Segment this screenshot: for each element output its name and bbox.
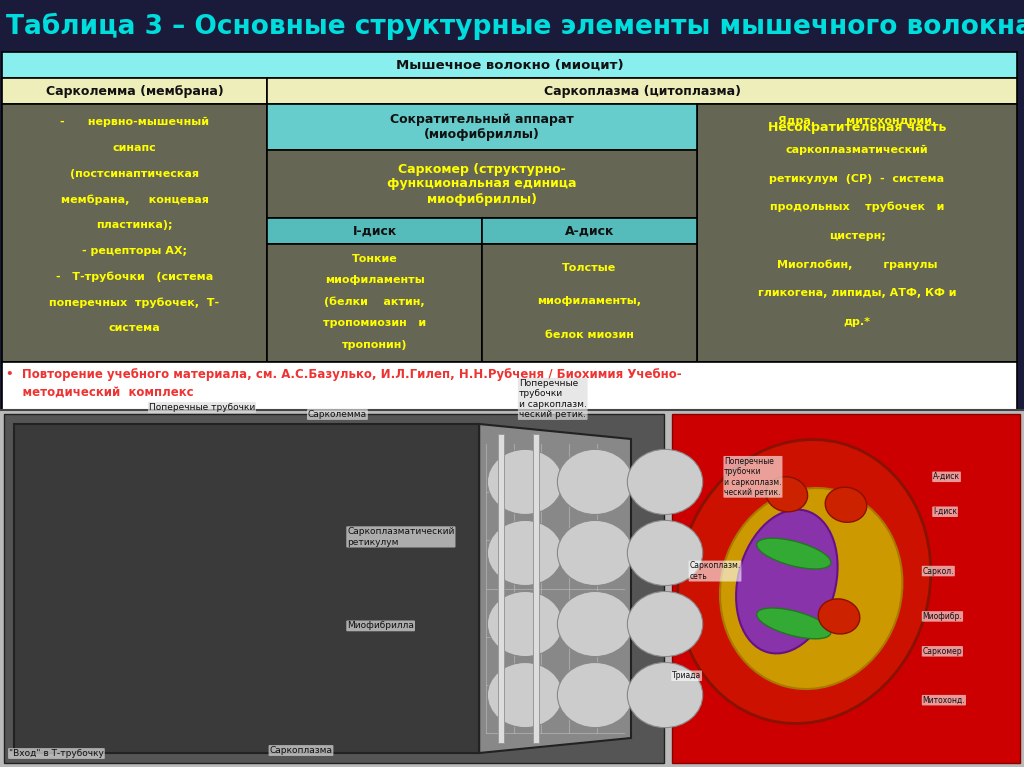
Bar <box>2 362 1017 410</box>
Text: саркоплазматический: саркоплазматический <box>785 145 929 155</box>
Text: Саркомер: Саркомер <box>923 647 963 656</box>
Bar <box>697 104 1017 362</box>
Bar <box>532 434 539 743</box>
Ellipse shape <box>557 449 633 515</box>
Text: Поперечные трубочки: Поперечные трубочки <box>148 403 255 412</box>
Text: белок миозин: белок миозин <box>545 330 634 340</box>
Text: -      нервно-мышечный: - нервно-мышечный <box>60 117 209 127</box>
Bar <box>2 104 267 362</box>
Text: Саркоплазм.
сеть: Саркоплазм. сеть <box>689 561 740 581</box>
Bar <box>672 414 1020 763</box>
Text: Мышечное волокно (миоцит): Мышечное волокно (миоцит) <box>395 58 624 71</box>
Bar <box>267 78 1017 104</box>
Text: I-диск: I-диск <box>352 225 396 238</box>
Bar <box>267 104 697 150</box>
Text: ретикулум  (СР)  -  система: ретикулум (СР) - система <box>769 173 944 183</box>
Ellipse shape <box>628 521 702 585</box>
Text: Митохонд.: Митохонд. <box>923 696 966 705</box>
Text: миофиламенты,: миофиламенты, <box>538 296 641 306</box>
Text: Поперечные
трубочки
и саркоплазм.
ческий ретик.: Поперечные трубочки и саркоплазм. ческий… <box>519 379 587 419</box>
Polygon shape <box>14 424 479 753</box>
Bar <box>4 414 664 763</box>
Text: -   Т-трубочки   (система: - Т-трубочки (система <box>56 272 213 282</box>
Text: "Вход" в Т-трубочку: "Вход" в Т-трубочку <box>9 749 103 758</box>
Text: Ядра,        митохондрии,: Ядра, митохондрии, <box>778 116 936 127</box>
Text: •  Повторение учебного материала, см. А.С.Базулько, И.Л.Гилеп, Н.Н.Рубченя / Био: • Повторение учебного материала, см. А.С… <box>6 368 682 381</box>
Text: Таблица 3 – Основные структурные элементы мышечного волокна: Таблица 3 – Основные структурные элемент… <box>6 12 1024 40</box>
Ellipse shape <box>736 509 838 653</box>
Ellipse shape <box>628 591 702 657</box>
Text: (постсинаптическая: (постсинаптическая <box>70 169 199 179</box>
Text: Несократительная часть: Несократительная часть <box>768 120 946 133</box>
Ellipse shape <box>818 599 860 634</box>
Text: Миофибр.: Миофибр. <box>923 612 963 621</box>
Text: Саркоплазма: Саркоплазма <box>269 746 333 755</box>
Ellipse shape <box>487 449 563 515</box>
Text: Тонкие: Тонкие <box>351 254 397 264</box>
Ellipse shape <box>766 477 808 512</box>
Text: Сократительный аппарат
(миофибриллы): Сократительный аппарат (миофибриллы) <box>390 113 573 141</box>
Bar <box>267 244 482 362</box>
Text: тропонин): тропонин) <box>342 340 408 350</box>
Text: Саркол.: Саркол. <box>923 567 954 575</box>
Bar <box>498 434 504 743</box>
Text: I-диск: I-диск <box>933 507 957 516</box>
Ellipse shape <box>628 663 702 728</box>
Bar <box>267 218 482 244</box>
Ellipse shape <box>487 591 563 657</box>
Ellipse shape <box>628 449 702 515</box>
Text: Саркоплазма (цитоплазма): Саркоплазма (цитоплазма) <box>544 84 740 97</box>
Ellipse shape <box>557 521 633 585</box>
Text: А-диск: А-диск <box>565 225 614 238</box>
Ellipse shape <box>678 439 931 723</box>
Text: тропомиозин   и: тропомиозин и <box>323 318 426 328</box>
Text: продольных    трубочек   и: продольных трубочек и <box>770 202 944 212</box>
Text: гликогена, липиды, АТФ, КФ и: гликогена, липиды, АТФ, КФ и <box>758 288 956 298</box>
Text: Сарколемма (мембрана): Сарколемма (мембрана) <box>46 84 223 97</box>
Ellipse shape <box>720 488 902 689</box>
Text: Толстые: Толстые <box>562 262 616 272</box>
Bar <box>482 218 697 244</box>
Text: - рецепторы АХ;: - рецепторы АХ; <box>82 246 187 256</box>
Ellipse shape <box>825 487 866 522</box>
Ellipse shape <box>487 521 563 585</box>
Text: поперечных  трубочек,  Т-: поперечных трубочек, Т- <box>49 298 219 308</box>
Ellipse shape <box>557 663 633 728</box>
Text: цистерн;: цистерн; <box>828 231 886 241</box>
Text: пластинка);: пластинка); <box>96 220 173 230</box>
Text: Миоглобин,        гранулы: Миоглобин, гранулы <box>777 259 937 270</box>
Text: Миофибрилла: Миофибрилла <box>347 621 414 630</box>
Ellipse shape <box>757 608 830 639</box>
Text: Триада: Триада <box>672 671 701 680</box>
Text: методический  комплекс: методический комплекс <box>6 386 194 399</box>
Ellipse shape <box>487 663 563 728</box>
Ellipse shape <box>557 591 633 657</box>
Ellipse shape <box>757 538 830 569</box>
Text: миофиламенты: миофиламенты <box>325 275 424 285</box>
Polygon shape <box>479 424 631 753</box>
Text: мембрана,     концевая: мембрана, концевая <box>60 194 209 205</box>
Text: А-диск: А-диск <box>933 472 961 482</box>
Bar <box>0 410 1024 767</box>
Text: (белки    актин,: (белки актин, <box>325 297 425 307</box>
Bar <box>2 78 267 104</box>
Bar <box>267 150 697 218</box>
Text: Саркомер (структурно-
функциональная единица
миофибриллы): Саркомер (структурно- функциональная еди… <box>387 163 577 206</box>
Text: др.*: др.* <box>844 317 870 327</box>
Text: система: система <box>109 324 161 334</box>
Text: синапс: синапс <box>113 143 157 153</box>
Bar <box>482 244 697 362</box>
Text: Поперечные
трубочки
и саркоплазм.
ческий ретик.: Поперечные трубочки и саркоплазм. ческий… <box>724 456 781 497</box>
Text: Саркоплазматический
ретикулум: Саркоплазматический ретикулум <box>347 527 455 547</box>
Bar <box>2 52 1017 78</box>
Text: Сарколемма: Сарколемма <box>308 410 367 419</box>
